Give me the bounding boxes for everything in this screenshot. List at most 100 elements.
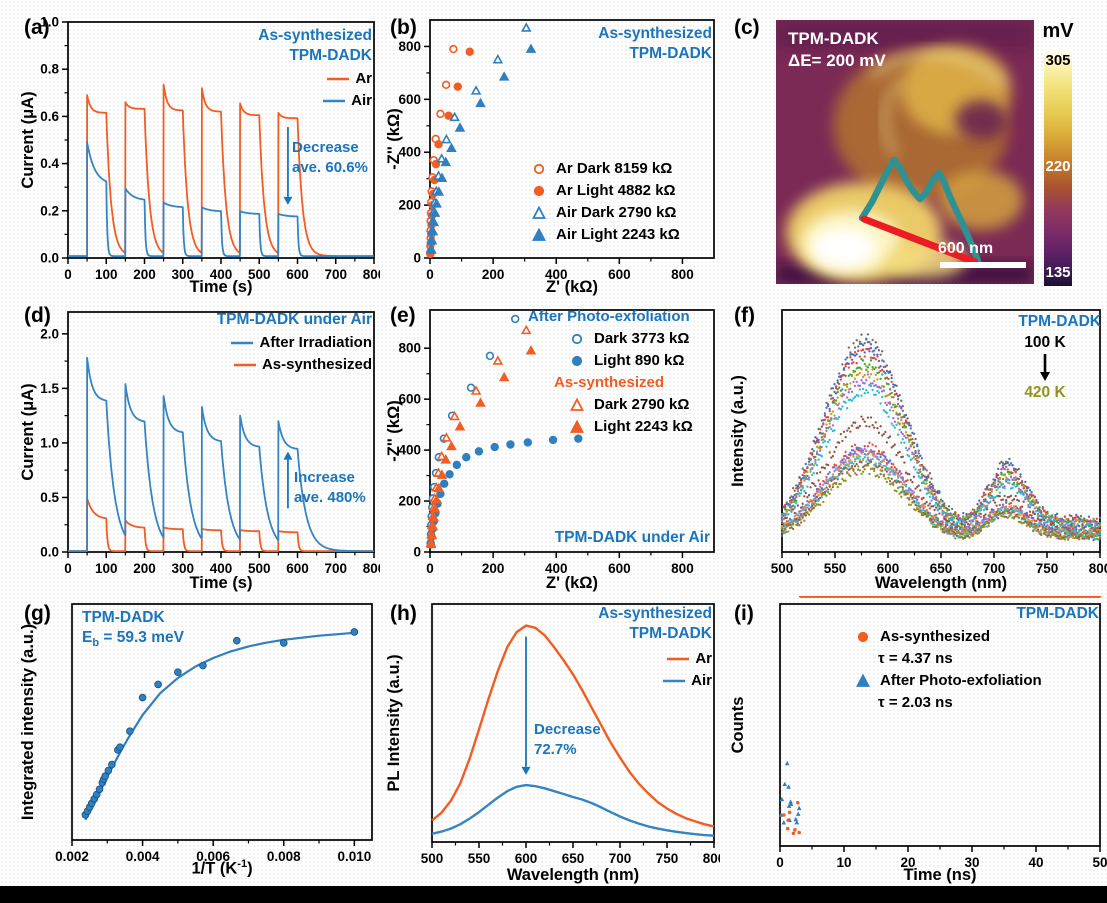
legend-item: Air Dark 2790 kΩ	[528, 202, 680, 224]
panel-letter: (h)	[390, 602, 417, 625]
svg-text:0.5: 0.5	[40, 490, 59, 505]
ar-line-marker-icon	[667, 652, 690, 666]
panel-letter: (g)	[24, 602, 51, 625]
svg-text:0: 0	[426, 561, 434, 576]
svg-text:800: 800	[398, 341, 421, 356]
svg-text:400: 400	[398, 145, 421, 160]
temp-start-label: 100 K	[1024, 334, 1066, 351]
panel-letter: (e)	[390, 304, 416, 327]
legend-header: As-synthesized	[554, 374, 665, 391]
svg-text:0.8: 0.8	[40, 62, 59, 77]
svg-text:Time (ns): Time (ns)	[903, 866, 976, 884]
svg-text:600: 600	[608, 267, 631, 282]
legend-item: Air	[323, 90, 372, 112]
legend-item: Ar Dark 8159 kΩ	[528, 158, 680, 180]
legend-item: Ar Light 4882 kΩ	[528, 180, 680, 202]
panel-letter: (i)	[734, 602, 754, 625]
panel-title: As-synthesized TPM-DADK	[598, 605, 712, 642]
svg-text:0: 0	[64, 561, 72, 576]
svg-text:Intensity (a.u.): Intensity (a.u.)	[729, 375, 747, 487]
svg-text:0.0: 0.0	[40, 545, 59, 560]
panel-e: 0 200 400 600 800 0 200 400 600 800 Z' (kΩ) -Z'' (k…	[382, 300, 720, 594]
svg-text:600: 600	[286, 561, 309, 576]
annotation: Decrease 72.7%	[534, 721, 601, 758]
delta-e-label: ΔE= 200 mV	[788, 51, 886, 70]
svg-text:1.5: 1.5	[40, 381, 59, 396]
svg-text:500: 500	[771, 561, 794, 576]
panel-a: 0 100 200 300 400 500 600 700 800 0.0 0.2 0.4 0.6 0.8…	[16, 12, 380, 298]
temp-arrow-icon	[1040, 354, 1050, 381]
panel-f-chart: 500 550 600 650 700 750 800 Wavelength (nm) Inte…	[729, 309, 1107, 592]
svg-text:0.008: 0.008	[267, 849, 301, 864]
svg-text:0: 0	[64, 267, 72, 282]
as-synthesized-marker-icon	[852, 630, 874, 644]
svg-text:0.010: 0.010	[337, 849, 371, 864]
panel-title: TPM-DADK under Air	[216, 311, 372, 328]
svg-text:40: 40	[1028, 855, 1043, 870]
svg-text:600: 600	[608, 561, 631, 576]
colorbar-unit: mV	[1042, 20, 1074, 42]
svg-text:Z' (kΩ): Z' (kΩ)	[546, 574, 598, 592]
legend: After Photo-exfoliation Dark 3773 kΩ Lig…	[528, 306, 693, 438]
legend-item: After Photo-exfoliation	[852, 670, 1042, 692]
svg-text:1.0: 1.0	[40, 435, 59, 450]
svg-text:800: 800	[363, 561, 380, 576]
svg-text:400: 400	[545, 561, 568, 576]
legend-item: After Irradiation	[231, 332, 372, 354]
svg-text:600: 600	[286, 267, 309, 282]
air-dark-marker-icon	[528, 206, 550, 220]
svg-text:750: 750	[1036, 561, 1059, 576]
svg-text:400: 400	[398, 443, 421, 458]
svg-text:700: 700	[324, 561, 347, 576]
panel-b-chart: 0 200 400 600 800 0 200 400 600 800 Z' (kΩ) -Z'' (k…	[385, 19, 715, 296]
annotation: Decrease ave. 60.6%	[292, 139, 368, 176]
svg-text:0.4: 0.4	[40, 156, 59, 171]
svg-text:Integrated intensity (a.u.): Integrated intensity (a.u.)	[19, 624, 37, 820]
temperature-legend: TPM-DADK 100 K 420 K	[989, 312, 1101, 402]
air-light-marker-icon	[528, 228, 550, 242]
annotation: Increase ave. 480%	[294, 469, 366, 506]
svg-text:600: 600	[398, 92, 421, 107]
svg-text:0.004: 0.004	[126, 849, 160, 864]
svg-text:Time (s): Time (s)	[190, 574, 253, 592]
legend-item: Dark 3773 kΩ	[566, 328, 693, 350]
svg-text:Counts: Counts	[729, 697, 747, 754]
panel-i-chart: 0 10 20 30 40 50 Time (ns) Counts	[729, 596, 1107, 884]
lifetime-value: τ = 4.37 ns	[878, 650, 953, 667]
svg-text:Current (μA): Current (μA)	[19, 383, 37, 480]
svg-text:600: 600	[877, 561, 900, 576]
exfoliated-dark-marker-icon	[566, 332, 588, 346]
svg-text:Time (s): Time (s)	[190, 278, 253, 296]
panel-f: 500 550 600 650 700 750 800 Wavelength (nm) Inte…	[726, 300, 1107, 594]
panel-c: (c) TPM-DADK ΔE= 200 mV 600 nm mV 305 22…	[726, 12, 1107, 298]
legend-item: As-synthesized	[231, 354, 372, 376]
svg-text:400: 400	[210, 267, 233, 282]
svg-text:700: 700	[324, 267, 347, 282]
svg-text:10: 10	[836, 855, 851, 870]
after-irradiation-line-marker-icon	[231, 336, 254, 350]
legend-item: Air Light 2243 kΩ	[528, 224, 680, 246]
bottom-black-bar	[0, 886, 1107, 903]
panel-footnote: TPM-DADK under Air	[554, 529, 710, 546]
svg-text:100: 100	[95, 267, 118, 282]
svg-text:0: 0	[776, 855, 784, 870]
svg-text:20: 20	[900, 855, 915, 870]
panel-a-chart: 0 100 200 300 400 500 600 700 800 0.0 0.2 0.4 0.6 0.8…	[19, 15, 380, 297]
panel-title: As-synthesized TPM-DADK	[598, 25, 712, 62]
svg-text:650: 650	[562, 851, 585, 866]
lifetime-value: τ = 2.03 ns	[878, 694, 953, 711]
colorbar-tick-min: 135	[1045, 264, 1071, 281]
legend-item: Ar	[323, 68, 372, 90]
panel-g-chart: 0.002 0.004 0.006 0.008 0.010 Integrated inte…	[19, 603, 373, 864]
svg-text:Wavelength (nm): Wavelength (nm)	[875, 574, 1007, 592]
svg-text:800: 800	[671, 561, 694, 576]
panel-title: TPM-DADK	[1016, 605, 1099, 622]
svg-text:Current (μA): Current (μA)	[19, 91, 37, 188]
svg-text:550: 550	[824, 561, 847, 576]
panel-g: 0.002 0.004 0.006 0.008 0.010 Integrated inte…	[16, 596, 380, 886]
panel-letter: (a)	[24, 16, 50, 39]
svg-text:0.002: 0.002	[55, 849, 89, 864]
svg-text:600: 600	[398, 392, 421, 407]
svg-text:400: 400	[545, 267, 568, 282]
